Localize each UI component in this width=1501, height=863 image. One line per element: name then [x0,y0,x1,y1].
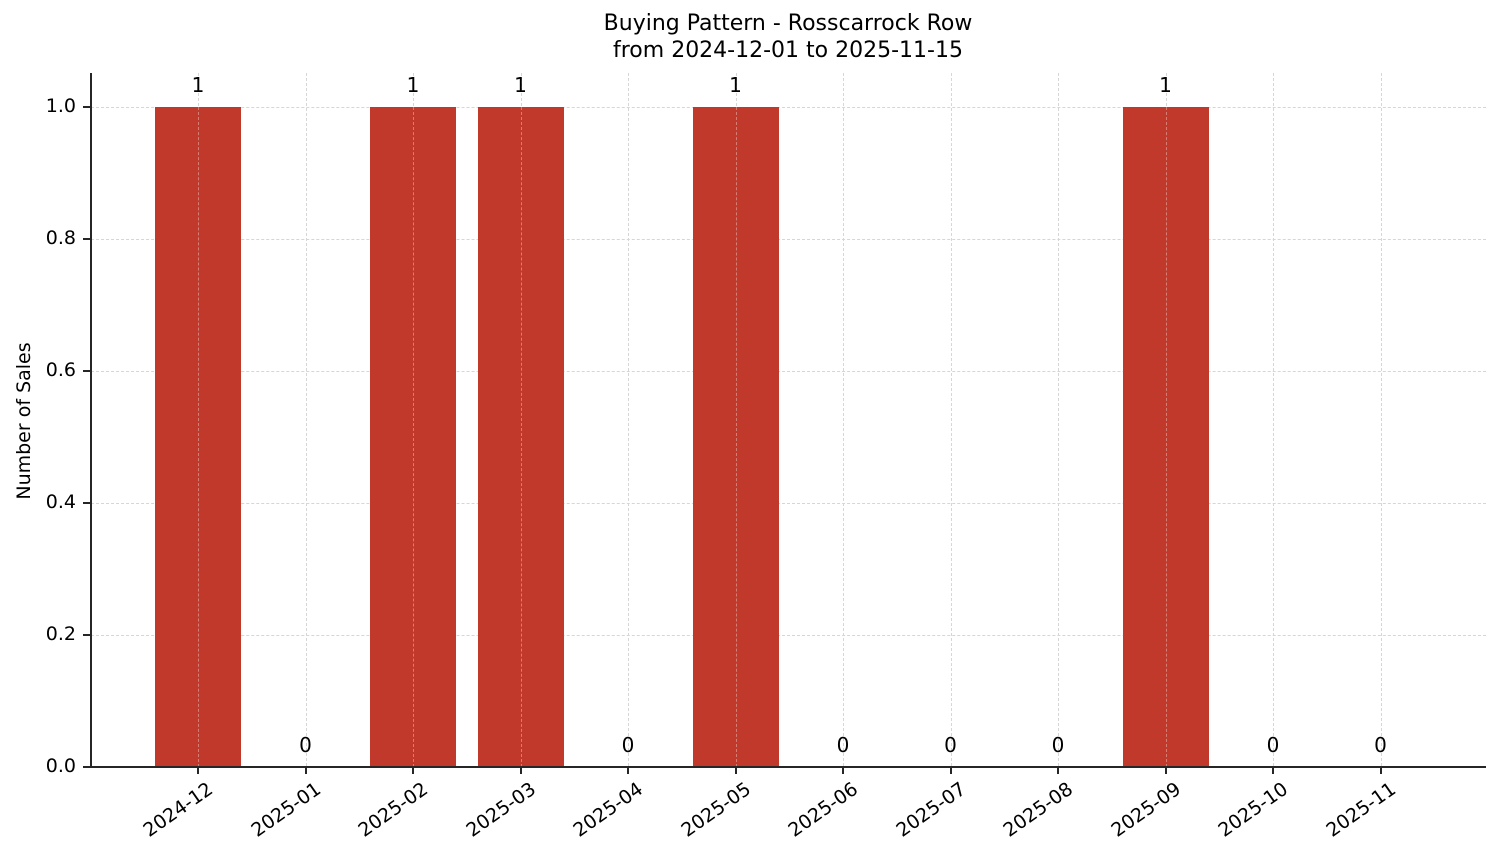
x-tick-label: 2025-03 [461,778,540,842]
v-gridline [305,73,307,766]
x-tick-mark [734,767,737,774]
y-tick-label: 0.6 [45,359,76,381]
h-gridline [91,239,1486,240]
v-gridline [628,73,629,766]
x-tick-mark [197,767,199,774]
chart-title-main: Buying Pattern - Rosscarrock Row [603,11,973,36]
x-tick-label: 2025-05 [676,778,755,842]
v-gridline [1273,73,1274,766]
bar-2025-09 [1122,107,1209,767]
x-tick-mark [1164,767,1167,774]
bar-value-label: 1 [191,73,205,97]
x-tick-mark [1057,767,1059,774]
x-tick-mark [1272,767,1274,774]
x-tick-label: 2025-04 [569,778,648,842]
y-tick-label: 0.8 [45,227,76,249]
x-axis-line [90,766,1486,768]
bar-2024-12 [155,107,241,767]
x-tick-label: 2025-06 [784,778,863,842]
x-tick-label: 2025-07 [891,778,970,842]
x-tick-label: 2024-12 [139,778,218,842]
bar-value-label: 0 [1266,733,1280,757]
v-gridline-overlay [520,107,522,767]
bar-value-label: 0 [1051,733,1065,757]
y-axis-label: Number of Sales [13,342,35,500]
bar-value-label: 0 [1374,733,1387,757]
h-gridline [91,503,1486,504]
h-gridline [91,107,1486,108]
chart-title: Buying Pattern - Rosscarrock Row from 20… [0,10,1501,64]
v-gridline-overlay [198,107,199,767]
v-gridline [1058,73,1059,766]
y-tick-mark [83,502,90,504]
x-tick-label: 2025-10 [1214,778,1293,842]
bar-value-label: 1 [514,73,527,97]
x-tick-label: 2025-01 [246,778,325,842]
bar-value-label: 1 [729,73,742,97]
bar-value-label: 0 [836,733,850,757]
bar-2025-02 [370,107,456,767]
y-axis-line [90,73,92,768]
bar-2025-05 [692,107,779,767]
v-gridline [1380,73,1382,766]
x-tick-label: 2025-02 [354,778,433,842]
h-gridline [91,635,1486,636]
y-tick-mark [83,106,90,108]
chart-subtitle: from 2024-12-01 to 2025-11-15 [613,38,963,63]
y-tick-mark [83,766,90,768]
x-tick-mark [949,767,952,774]
x-tick-label: 2025-09 [1106,778,1185,842]
v-gridline [950,73,952,766]
x-tick-mark [842,767,844,774]
y-tick-label: 1.0 [45,95,76,117]
x-tick-label: 2025-08 [999,778,1078,842]
x-tick-mark [304,767,307,774]
x-tick-mark [627,767,629,774]
bar-value-label: 1 [406,73,420,97]
y-tick-mark [83,238,90,240]
bar-value-label: 0 [944,733,957,757]
bar-2025-03 [477,107,564,767]
x-tick-label: 2025-11 [1321,778,1400,842]
bar-value-label: 1 [1159,73,1172,97]
y-tick-mark [83,634,90,636]
v-gridline [843,73,844,766]
v-gridline-overlay [413,107,414,767]
y-tick-label: 0.4 [45,491,76,513]
y-tick-mark [83,370,90,372]
x-tick-mark [412,767,414,774]
x-tick-mark [519,767,522,774]
v-gridline-overlay [1165,107,1167,767]
bar-value-label: 0 [621,733,635,757]
y-tick-label: 0.2 [45,623,76,645]
v-gridline-overlay [735,107,737,767]
bar-value-label: 0 [299,733,312,757]
y-tick-label: 0.0 [45,755,76,777]
x-tick-mark [1379,767,1382,774]
h-gridline [91,371,1486,372]
